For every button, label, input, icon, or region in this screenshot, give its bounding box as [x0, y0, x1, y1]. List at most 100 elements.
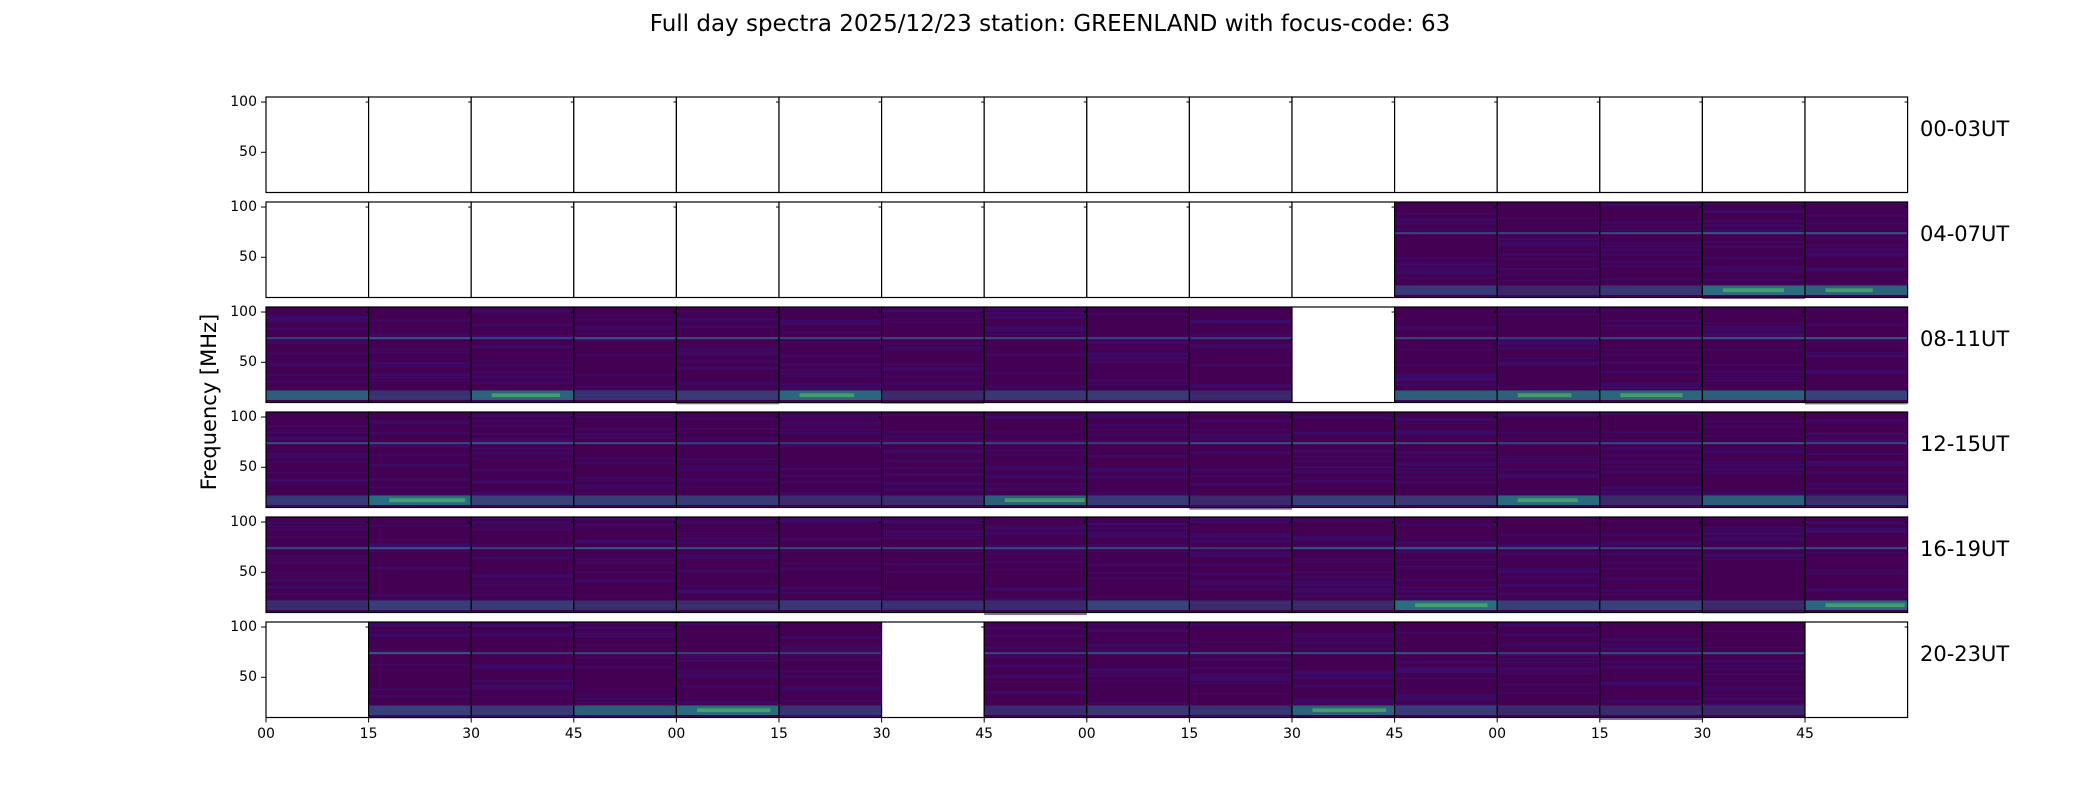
spectrum-texture-line — [1497, 458, 1600, 461]
spectrum-texture-line — [1394, 586, 1498, 589]
spectrum-texture-line — [1086, 433, 1190, 437]
spectrum-texture-line — [1497, 412, 1600, 415]
spectrum-texture-line — [1292, 558, 1395, 561]
spectrum-line-75mhz — [1086, 652, 1190, 655]
spectrum-texture-line — [573, 492, 677, 494]
spectrum-texture-line — [1292, 590, 1395, 594]
spectrum-texture-line — [779, 432, 882, 435]
spectrum-texture-line — [1702, 464, 1805, 467]
spectrum-texture-line — [573, 541, 677, 544]
spectrum-panel — [880, 411, 985, 509]
spectrum-texture-line — [1702, 604, 1805, 607]
spectrum-panel — [1086, 201, 1191, 299]
spectrum-texture-line — [1497, 683, 1600, 686]
spectrum-texture-line — [573, 354, 677, 356]
spectrum-panel — [265, 516, 370, 614]
spectra-row-20-23UT — [265, 621, 1909, 720]
spectrum-texture-line — [1599, 665, 1703, 669]
spectrum-texture-line — [1599, 412, 1703, 416]
spectrum-texture-line — [779, 591, 882, 593]
spectrum-texture-line — [1394, 326, 1498, 329]
spectrum-panel — [1393, 621, 1498, 719]
spectrum-texture-line — [1497, 569, 1600, 573]
spectrum-texture-line — [368, 464, 472, 467]
spectrum-texture-line — [1497, 661, 1600, 664]
spectrum-texture-line — [1292, 701, 1395, 705]
spectrum-texture-line — [1497, 461, 1600, 464]
y-tick-label: 100 — [230, 619, 257, 636]
spectrum-texture-line — [1702, 659, 1805, 663]
spectrum-burst — [1825, 603, 1905, 608]
spectrum-texture-line — [1394, 660, 1498, 664]
spectrum-empty — [573, 202, 677, 298]
spectrum-texture-line — [471, 583, 574, 586]
spectrum-background — [1394, 517, 1498, 613]
spectrum-texture-line — [1394, 559, 1498, 561]
spectrum-texture-line — [1086, 467, 1190, 470]
spectrum-line-75mhz — [471, 337, 574, 340]
spectrum-texture-line — [266, 316, 369, 319]
spectrum-texture-line — [1497, 667, 1600, 670]
spectrum-line-75mhz — [984, 547, 1087, 550]
spectrum-texture-line — [266, 521, 369, 524]
spectrum-texture-line — [573, 626, 677, 630]
spectrum-texture-line — [1599, 593, 1703, 596]
spectrum-texture-line — [1394, 349, 1498, 351]
spectrum-texture-line — [1702, 694, 1805, 697]
spectrum-panel — [470, 621, 575, 719]
spectrum-texture-line — [471, 311, 574, 313]
spectrum-texture-line — [1189, 504, 1292, 508]
spectrum-texture-line — [1394, 541, 1498, 544]
spectrum-panel — [675, 201, 780, 299]
spectra-row-00-03UT — [265, 96, 1909, 194]
spectrum-texture-line — [779, 655, 882, 657]
spectrum-panel — [573, 516, 677, 614]
spectrum-texture-line — [368, 365, 472, 368]
spectrum-texture-line — [266, 365, 369, 367]
spectrum-texture-line — [984, 483, 1087, 485]
spectrum-texture-line — [1702, 665, 1805, 667]
spectrum-panel — [265, 306, 370, 404]
spectrum-texture-line — [471, 593, 574, 597]
spectrum-texture-line — [266, 339, 369, 341]
spectrum-texture-line — [1086, 643, 1190, 646]
spectrum-texture-line — [1702, 600, 1805, 603]
spectrum-panel — [1804, 621, 1909, 719]
spectrum-background — [368, 517, 472, 613]
spectrum-texture-line — [471, 323, 574, 327]
spectrum-texture-line — [1189, 385, 1292, 388]
spectrum-texture-line — [573, 328, 677, 330]
spectrum-texture-line — [573, 477, 677, 480]
spectrum-texture-line — [1599, 647, 1703, 649]
spectrum-texture-line — [1702, 435, 1805, 437]
spectrum-texture-line — [1497, 691, 1600, 694]
spectrum-texture-line — [881, 550, 985, 553]
spectrum-background — [1189, 412, 1292, 508]
spectrum-texture-line — [1086, 353, 1190, 356]
spectrum-texture-line — [1394, 591, 1498, 593]
spectrum-low-band — [1394, 495, 1498, 505]
spectrum-background — [368, 307, 472, 403]
spectrum-texture-line — [1292, 635, 1395, 638]
spectrum-low-band — [1702, 495, 1805, 505]
spectrum-texture-line — [471, 714, 574, 717]
spectrum-texture-line — [471, 632, 574, 634]
spectrum-texture-line — [676, 348, 779, 352]
spectrum-texture-line — [1189, 623, 1292, 625]
spectrum-low-band — [1292, 600, 1395, 610]
spectrum-texture-line — [779, 520, 882, 523]
spectrum-texture-line — [1497, 280, 1600, 282]
spectrum-line-75mhz — [1497, 337, 1600, 340]
spectrum-texture-line — [471, 346, 574, 349]
spectrum-texture-line — [1086, 414, 1190, 416]
spectrum-texture-line — [676, 589, 779, 592]
spectrum-line-75mhz — [1805, 232, 1908, 235]
spectrum-texture-line — [1497, 705, 1600, 707]
y-tick-label: 100 — [230, 409, 257, 426]
spectrum-texture-line — [1086, 523, 1190, 526]
spectrum-texture-line — [779, 354, 882, 356]
spectrum-texture-line — [1599, 265, 1703, 267]
spectrum-texture-line — [881, 367, 985, 371]
spectrum-texture-line — [881, 472, 985, 476]
spectrum-line-75mhz — [1086, 442, 1190, 445]
